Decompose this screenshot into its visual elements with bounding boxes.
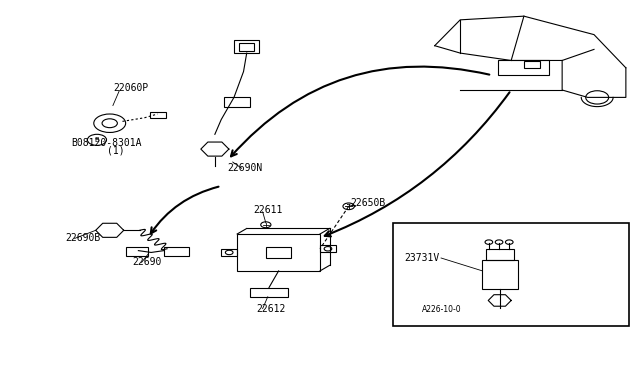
Bar xyxy=(499,61,549,75)
Bar xyxy=(225,97,250,107)
Text: 22690N: 22690N xyxy=(228,163,263,173)
Bar xyxy=(125,247,148,256)
Bar xyxy=(524,61,540,68)
Text: B08120-8301A: B08120-8301A xyxy=(72,138,142,148)
Bar xyxy=(237,234,320,271)
Bar xyxy=(164,247,189,256)
Text: A226-10-0: A226-10-0 xyxy=(422,305,461,314)
Text: 22060P: 22060P xyxy=(113,83,148,93)
Text: B: B xyxy=(95,137,99,143)
Bar xyxy=(150,112,166,118)
Bar xyxy=(483,260,518,289)
Text: 22611: 22611 xyxy=(253,205,282,215)
Bar xyxy=(234,40,259,53)
Bar xyxy=(239,43,254,51)
Bar xyxy=(320,246,336,252)
Text: 22650B: 22650B xyxy=(351,198,386,208)
Text: (1): (1) xyxy=(106,145,124,155)
Text: 22690B: 22690B xyxy=(65,233,100,243)
Bar xyxy=(250,288,288,297)
Text: 23731V: 23731V xyxy=(404,253,440,263)
Bar xyxy=(486,249,515,260)
Bar xyxy=(394,223,629,326)
Bar xyxy=(221,249,237,256)
Bar xyxy=(266,247,291,258)
Text: 22690: 22690 xyxy=(132,257,161,267)
Text: 22612: 22612 xyxy=(256,304,285,314)
